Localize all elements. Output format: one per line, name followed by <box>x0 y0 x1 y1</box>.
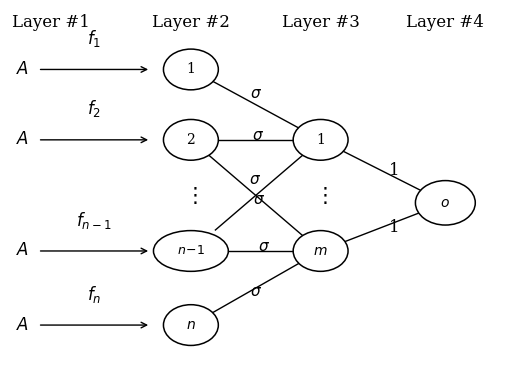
Text: Layer #3: Layer #3 <box>281 14 360 31</box>
Text: Layer #1: Layer #1 <box>12 14 90 31</box>
Text: $\sigma$: $\sigma$ <box>250 87 263 101</box>
Text: $A$: $A$ <box>16 61 29 78</box>
Text: $\vdots$: $\vdots$ <box>184 185 198 206</box>
Text: 1: 1 <box>390 162 400 179</box>
Circle shape <box>164 49 218 90</box>
Text: $\sigma$: $\sigma$ <box>250 285 262 299</box>
Text: 1: 1 <box>389 219 400 236</box>
Text: $\sigma$: $\sigma$ <box>259 240 271 254</box>
Text: $A$: $A$ <box>16 243 29 259</box>
Text: $\sigma$: $\sigma$ <box>249 173 261 186</box>
Text: $o$: $o$ <box>440 196 450 210</box>
Text: 2: 2 <box>186 133 195 147</box>
Text: Layer #2: Layer #2 <box>152 14 230 31</box>
Text: 1: 1 <box>316 133 325 147</box>
Text: $f_{n-1}$: $f_{n-1}$ <box>76 209 112 230</box>
Circle shape <box>416 180 475 225</box>
Text: $f_2$: $f_2$ <box>87 99 102 120</box>
Circle shape <box>164 305 218 346</box>
Text: $f_1$: $f_1$ <box>87 28 102 49</box>
Ellipse shape <box>153 230 228 271</box>
Circle shape <box>164 120 218 160</box>
Text: Layer #4: Layer #4 <box>406 14 484 31</box>
Text: $\sigma$: $\sigma$ <box>252 129 264 143</box>
Circle shape <box>293 120 348 160</box>
Text: $n\!-\!1$: $n\!-\!1$ <box>177 244 205 258</box>
Text: $\vdots$: $\vdots$ <box>314 185 327 206</box>
Text: $m$: $m$ <box>313 244 328 258</box>
Text: $A$: $A$ <box>16 317 29 334</box>
Text: $f_n$: $f_n$ <box>87 284 102 305</box>
Text: $A$: $A$ <box>16 131 29 149</box>
Text: 1: 1 <box>186 62 196 76</box>
Text: $n$: $n$ <box>186 318 196 332</box>
Circle shape <box>293 230 348 271</box>
Text: $\sigma$: $\sigma$ <box>253 193 266 207</box>
